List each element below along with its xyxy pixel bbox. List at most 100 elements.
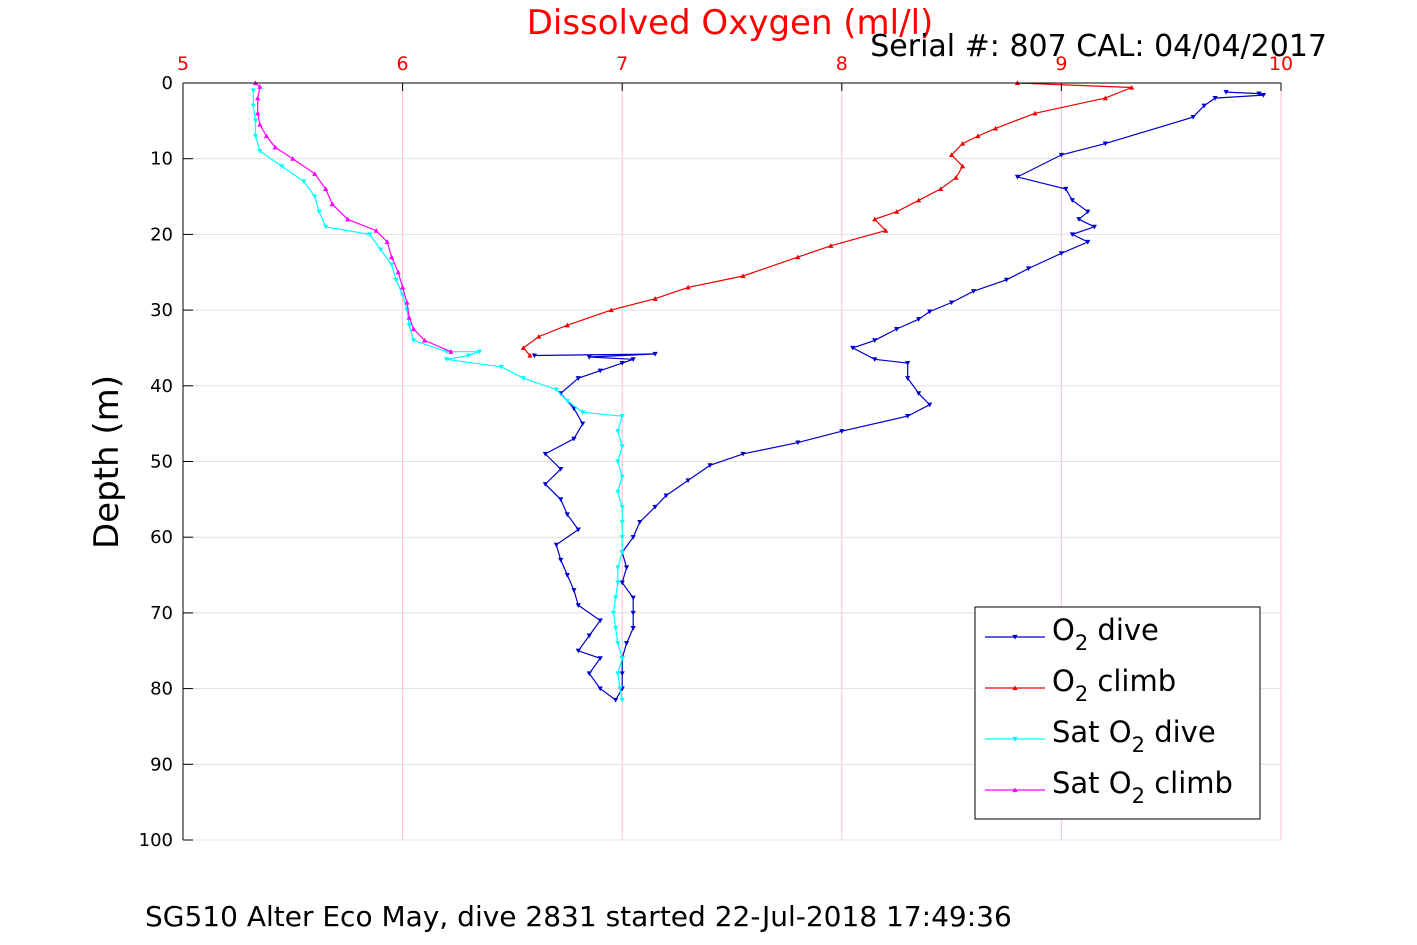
data-point: [905, 376, 911, 381]
data-point: [619, 580, 625, 586]
data-point: [520, 376, 526, 381]
data-point: [345, 216, 351, 222]
data-point: [564, 572, 570, 578]
series-sat-o2-climb: [252, 80, 454, 354]
data-point: [617, 686, 623, 692]
data-point: [393, 277, 399, 283]
data-point: [1003, 277, 1010, 283]
data-point: [630, 610, 636, 616]
data-point: [263, 133, 270, 139]
data-point: [619, 414, 625, 419]
data-point: [597, 618, 603, 624]
data-point: [613, 697, 619, 703]
data-point: [564, 512, 570, 518]
data-point: [476, 349, 483, 355]
data-point: [1223, 90, 1229, 95]
data-point: [894, 326, 900, 332]
data-point: [597, 368, 603, 374]
data-point: [916, 197, 922, 203]
data-point: [872, 216, 878, 222]
legend-box: [974, 606, 1261, 820]
data-point: [586, 671, 592, 677]
data-point: [406, 323, 412, 328]
data-point: [623, 565, 630, 571]
data-point: [615, 641, 621, 646]
data-point: [564, 398, 570, 404]
data-point: [571, 436, 577, 442]
data-point: [630, 535, 636, 540]
data-point: [619, 656, 625, 661]
data-point: [959, 140, 966, 146]
data-point: [558, 557, 564, 563]
data-point: [615, 429, 621, 434]
x-tick-label: 9: [1055, 53, 1067, 75]
data-point: [323, 224, 329, 230]
y-tick-label: 90: [150, 754, 173, 775]
data-point: [395, 269, 401, 275]
data-point: [323, 186, 329, 192]
data-point: [795, 440, 801, 446]
series-sat-o2-dive: [250, 88, 625, 703]
data-point: [406, 315, 412, 320]
data-point: [367, 232, 373, 237]
y-tick-label: 50: [150, 452, 173, 473]
data-point: [619, 519, 625, 525]
axes: [182, 82, 1282, 841]
x-tick-label: 10: [1269, 53, 1293, 75]
data-point: [542, 482, 548, 487]
data-point: [916, 391, 922, 396]
data-point: [652, 296, 658, 301]
data-point: [1069, 198, 1075, 203]
data-point: [257, 84, 263, 89]
data-point: [613, 595, 619, 601]
data-point: [520, 345, 526, 351]
data-point: [652, 351, 658, 357]
data-point: [536, 333, 542, 339]
data-point: [575, 376, 581, 381]
data-point: [1032, 110, 1038, 116]
data-point: [558, 497, 564, 502]
data-point: [839, 429, 845, 434]
data-point: [316, 209, 322, 215]
data-point: [257, 122, 263, 127]
data-point: [883, 228, 889, 233]
data-point: [619, 535, 625, 540]
y-tick-label: 30: [150, 300, 173, 321]
data-point: [1085, 209, 1091, 215]
data-point: [905, 414, 911, 419]
data-point: [448, 349, 454, 354]
data-point: [312, 171, 318, 176]
data-point: [615, 489, 621, 495]
data-point: [927, 402, 933, 408]
data-point: [663, 493, 669, 499]
x-tick-label: 5: [177, 53, 189, 75]
data-point: [410, 338, 417, 343]
data-point: [564, 322, 570, 328]
data-point: [685, 284, 691, 290]
data-point: [949, 300, 955, 306]
data-point: [597, 686, 603, 692]
data-point: [1091, 224, 1097, 230]
data-point: [619, 361, 625, 366]
y-tick-label: 0: [162, 73, 173, 94]
data-point: [279, 164, 285, 169]
data-point: [1063, 186, 1069, 192]
data-point: [575, 527, 581, 533]
data-point: [410, 326, 417, 332]
data-point: [630, 357, 636, 362]
legend-label: Sat O2 climb: [1052, 766, 1233, 808]
legend-marker: [1012, 634, 1018, 640]
data-point: [630, 625, 636, 631]
data-point: [250, 103, 256, 109]
data-point: [623, 641, 630, 646]
data-point: [872, 338, 878, 343]
legend-marker: [1012, 736, 1018, 742]
data-point: [597, 656, 603, 661]
data-point: [850, 345, 856, 351]
data-point: [553, 542, 559, 548]
data-point: [498, 364, 505, 370]
data-point: [575, 603, 581, 608]
series-line: [255, 82, 452, 353]
data-point: [571, 588, 577, 593]
